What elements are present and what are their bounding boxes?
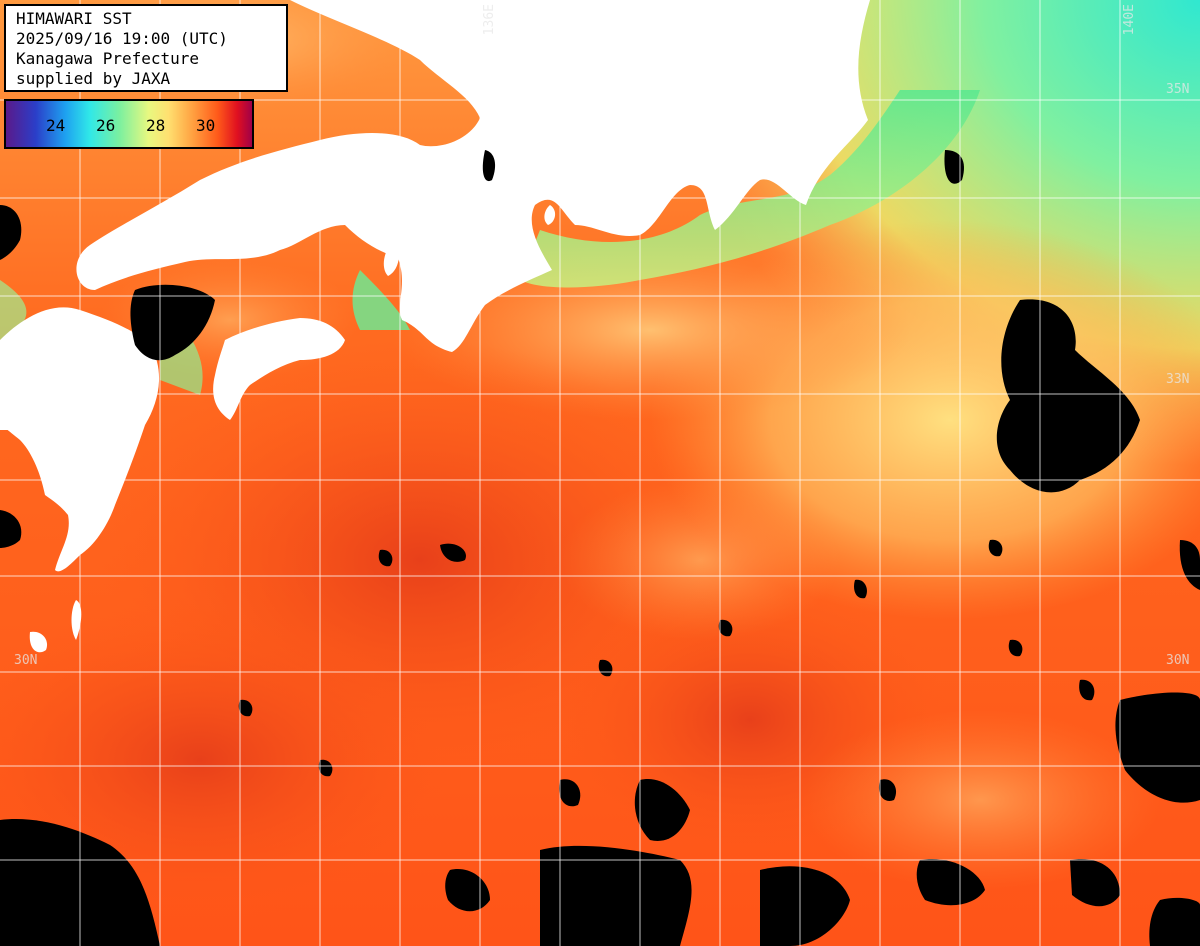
- land-yakushima: [29, 631, 48, 653]
- map-organization: Kanagawa Prefecture: [16, 49, 200, 68]
- land-islet: [544, 205, 556, 225]
- temperature-colorbar: 24 26 28 30: [4, 99, 254, 149]
- land-honshu: [76, 0, 870, 352]
- map-credit: supplied by JAXA: [16, 69, 171, 88]
- colorbar-tick-28: 28: [146, 116, 166, 135]
- map-title: HIMAWARI SST: [16, 9, 132, 28]
- land-peninsula-west: [0, 384, 35, 430]
- colorbar-tick-30: 30: [196, 116, 216, 135]
- land-awaji: [383, 240, 400, 276]
- cloud-mask: [0, 150, 1200, 946]
- lon-label-136e: 136E: [482, 4, 497, 36]
- map-timestamp: 2025/09/16 19:00 (UTC): [16, 29, 228, 48]
- land-tanegashima: [71, 600, 82, 640]
- lat-label-33n: 33N: [1166, 372, 1190, 387]
- lat-label-30n-left: 30N: [14, 653, 38, 668]
- land-shikoku: [213, 318, 345, 420]
- lat-label-35n: 35N: [1166, 82, 1190, 97]
- colorbar-tick-24: 24: [46, 116, 66, 135]
- colorbar-tick-26: 26: [96, 116, 116, 135]
- lat-label-30n-right: 30N: [1166, 653, 1190, 668]
- lon-label-140e: 140E: [1122, 4, 1137, 36]
- map-info-box: HIMAWARI SST 2025/09/16 19:00 (UTC) Kana…: [4, 4, 288, 92]
